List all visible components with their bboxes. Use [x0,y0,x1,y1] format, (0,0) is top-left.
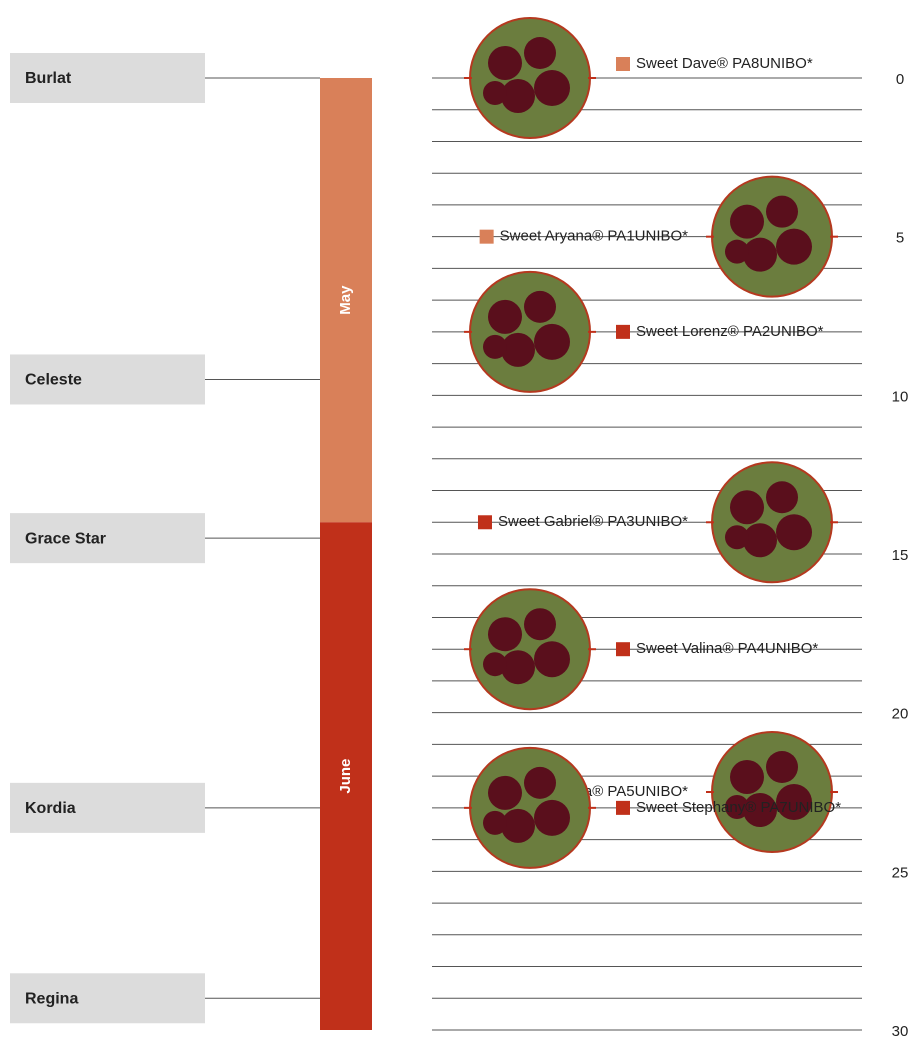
cherry [725,525,749,549]
reference-label: Regina [25,990,78,1007]
photo-circle [470,272,590,392]
cherry [488,776,522,810]
variety-label: Sweet Aryana® PA1UNIBO* [500,228,689,245]
tick-label: 5 [896,230,904,247]
cherry [483,652,507,676]
cherry [730,205,764,239]
variety-photo [470,18,590,138]
tick-label: 25 [892,864,909,881]
reference-label: Grace Star [25,530,106,547]
cherry [488,617,522,651]
photo-circle [712,732,832,852]
cherry [534,800,570,836]
photo-circle [712,177,832,297]
cherry [730,760,764,794]
cherry [483,81,507,105]
variety-label: Sweet Dave® PA8UNIBO* [636,55,813,72]
variety-label: Sweet Valina® PA4UNIBO* [636,640,818,657]
variety-label: Sweet Gabriel® PA3UNIBO* [498,513,688,530]
variety-photo [712,177,832,297]
cherry [524,291,556,323]
cherry [776,514,812,550]
cherry [524,37,556,69]
variety-photo [712,462,832,582]
cherry [524,608,556,640]
variety-swatch [616,57,630,71]
tick-label: 30 [892,1023,909,1038]
reference-label: Burlat [25,70,72,87]
cherry [766,481,798,513]
photo-circle [712,462,832,582]
cherry [730,490,764,524]
tick-label: 20 [892,706,909,723]
variety-label: Sweet Stephany® PA7UNIBO* [636,799,841,816]
variety-swatch [616,325,630,339]
cherry [725,240,749,264]
cherry [534,70,570,106]
cherry [483,811,507,835]
variety-photo [470,748,590,868]
photo-circle [470,589,590,709]
cherry [776,229,812,265]
reference-label: Celeste [25,372,82,389]
cherry [483,335,507,359]
variety-photo [712,732,832,852]
variety-swatch [616,642,630,656]
cherry [488,46,522,80]
tick-label: 10 [892,388,909,405]
photo-circle [470,18,590,138]
cherry [524,767,556,799]
variety-swatch [478,515,492,529]
variety-swatch [480,230,494,244]
cherry [766,196,798,228]
month-label: June [337,759,354,794]
photo-circle [470,748,590,868]
reference-label: Kordia [25,800,76,817]
cherry [488,300,522,334]
cherry [766,751,798,783]
cherry [534,324,570,360]
variety-label: Sweet Lorenz® PA2UNIBO* [636,323,824,340]
variety-photo [470,272,590,392]
cherry [534,641,570,677]
tick-label: 15 [892,547,909,564]
ripening-chart: 0 5 10 15 20 25 30 May June Burlat Celeste Grace St… [0,0,921,1038]
variety-photo [470,589,590,709]
tick-label: 0 [896,71,904,88]
variety-swatch [616,801,630,815]
month-label: May [337,285,354,315]
